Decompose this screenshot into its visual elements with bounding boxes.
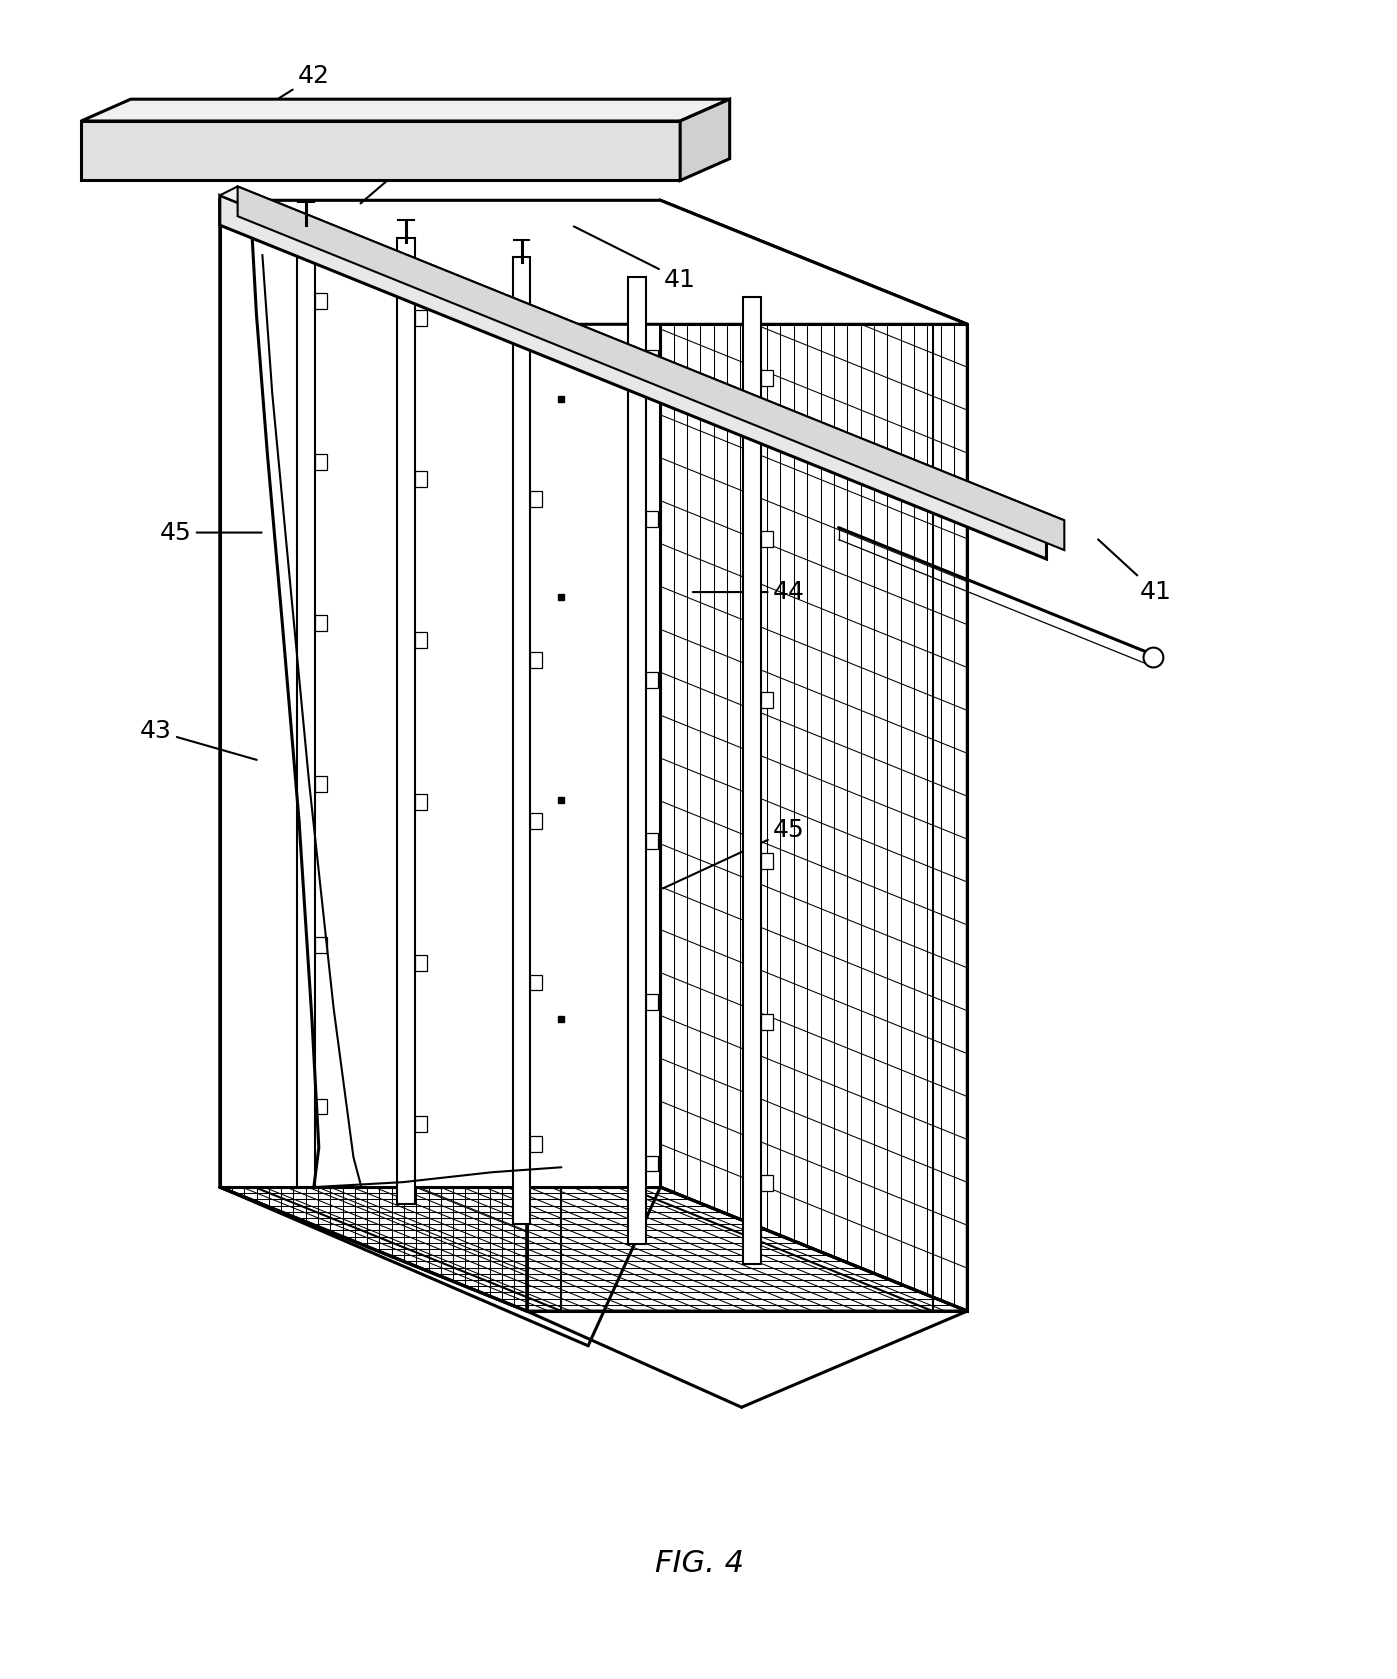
Polygon shape <box>761 1175 773 1192</box>
Polygon shape <box>219 200 661 1187</box>
Polygon shape <box>398 237 415 1204</box>
Text: 47: 47 <box>360 104 478 203</box>
Polygon shape <box>513 257 531 1224</box>
Polygon shape <box>645 672 658 688</box>
Polygon shape <box>531 653 542 668</box>
Polygon shape <box>219 195 1046 559</box>
Polygon shape <box>531 1135 542 1152</box>
Polygon shape <box>531 492 542 507</box>
Polygon shape <box>761 369 773 386</box>
Text: 45: 45 <box>159 520 261 544</box>
Polygon shape <box>219 1187 967 1311</box>
Polygon shape <box>645 1155 658 1172</box>
Text: 43: 43 <box>140 719 257 761</box>
Polygon shape <box>415 633 427 648</box>
Polygon shape <box>415 1117 427 1132</box>
Polygon shape <box>219 200 967 324</box>
Polygon shape <box>415 311 427 326</box>
Polygon shape <box>661 200 967 1311</box>
Polygon shape <box>645 833 658 850</box>
Polygon shape <box>316 292 327 309</box>
Text: 42: 42 <box>197 64 330 149</box>
Text: 44: 44 <box>693 579 805 604</box>
Polygon shape <box>316 937 327 954</box>
Circle shape <box>1144 648 1164 668</box>
Polygon shape <box>627 277 645 1244</box>
Polygon shape <box>645 349 658 366</box>
Polygon shape <box>415 472 427 487</box>
Text: FIG. 4: FIG. 4 <box>655 1550 745 1578</box>
Polygon shape <box>761 692 773 709</box>
Polygon shape <box>645 510 658 527</box>
Text: 45: 45 <box>664 818 805 888</box>
Polygon shape <box>531 974 542 991</box>
Polygon shape <box>761 1014 773 1031</box>
Polygon shape <box>81 121 680 181</box>
Polygon shape <box>316 453 327 470</box>
Polygon shape <box>81 99 729 121</box>
Text: 41: 41 <box>574 227 696 292</box>
Polygon shape <box>237 186 1065 551</box>
Polygon shape <box>761 531 773 547</box>
Polygon shape <box>316 615 327 631</box>
Polygon shape <box>219 200 527 1311</box>
Polygon shape <box>316 1098 327 1115</box>
Polygon shape <box>219 186 1065 529</box>
Polygon shape <box>415 794 427 809</box>
Polygon shape <box>645 994 658 1011</box>
Polygon shape <box>531 813 542 829</box>
Polygon shape <box>415 955 427 970</box>
Polygon shape <box>316 776 327 792</box>
Polygon shape <box>298 220 316 1187</box>
Polygon shape <box>743 297 761 1264</box>
Polygon shape <box>761 853 773 870</box>
Text: 41: 41 <box>1098 539 1171 604</box>
Polygon shape <box>531 331 542 346</box>
Polygon shape <box>680 99 729 181</box>
